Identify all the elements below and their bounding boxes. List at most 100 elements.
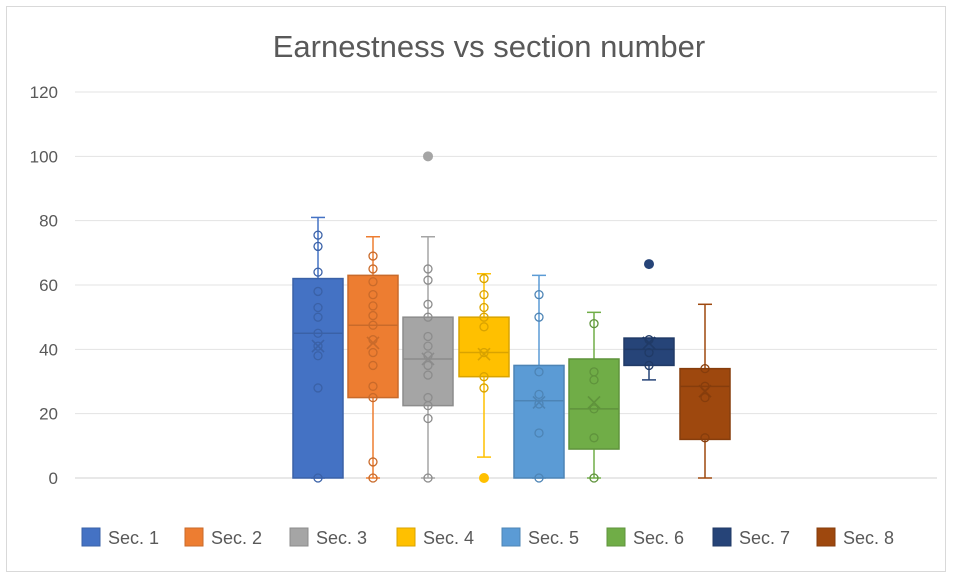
mean-marker	[311, 339, 325, 353]
data-point	[644, 360, 654, 371]
data-point	[589, 318, 599, 329]
box-sec-8	[679, 303, 731, 479]
data-point	[313, 328, 323, 338]
data-point	[589, 404, 599, 414]
outlier-point	[423, 151, 433, 162]
legend-swatch	[81, 527, 101, 547]
chart-frame: Earnestness vs section number 0 20 40 60 80 1…	[6, 6, 946, 572]
data-point	[313, 302, 323, 313]
data-point	[479, 322, 489, 332]
outlier-point	[479, 473, 489, 483]
box-sec-2	[347, 236, 399, 483]
data-point	[313, 286, 323, 297]
legend-item: Sec. 2	[184, 527, 262, 548]
legend-item: Sec. 3	[289, 527, 367, 548]
legend-swatch	[712, 527, 732, 547]
legend-label: Sec. 8	[843, 528, 894, 548]
legend-item: Sec. 5	[501, 527, 579, 548]
data-point	[479, 383, 489, 393]
data-point	[479, 302, 489, 313]
mean-marker	[587, 395, 601, 409]
box-sec-4	[458, 272, 510, 483]
data-point	[313, 341, 323, 351]
gridlines	[75, 91, 937, 479]
data-point	[479, 372, 489, 382]
legend: Sec. 1 Sec. 2 Sec. 3 Sec. 4 Sec. 5 Sec. 6 Sec.…	[81, 527, 894, 548]
boxes	[292, 151, 731, 483]
data-point	[423, 312, 433, 322]
legend-item: Sec. 4	[396, 527, 474, 548]
data-point	[534, 289, 544, 300]
mean-marker	[421, 352, 435, 366]
data-point	[313, 312, 323, 322]
box-sec-3	[402, 151, 454, 483]
box-iqr	[458, 316, 510, 378]
data-point	[423, 331, 433, 342]
data-point	[534, 473, 544, 483]
data-point	[700, 363, 710, 374]
data-point	[313, 383, 323, 393]
data-point	[368, 381, 378, 391]
data-point	[479, 273, 489, 284]
data-point	[368, 251, 378, 261]
data-point	[368, 264, 378, 274]
box-iqr	[568, 358, 620, 450]
data-point	[534, 367, 544, 377]
data-point	[368, 310, 378, 321]
legend-item: Sec. 8	[816, 527, 894, 548]
y-axis-tick-labels: 0 20 40 60 80 100 120	[30, 83, 58, 488]
data-point	[423, 275, 433, 285]
data-point	[534, 399, 544, 409]
legend-item: Sec. 6	[606, 527, 684, 548]
data-point	[589, 473, 599, 483]
box-iqr	[513, 364, 565, 479]
data-point	[423, 473, 433, 483]
box-sec-6	[568, 311, 620, 483]
data-point	[589, 367, 599, 377]
data-point	[423, 370, 433, 380]
legend-swatch	[396, 527, 416, 547]
box-sec-1	[292, 216, 344, 483]
legend-swatch	[816, 527, 836, 547]
legend-label: Sec. 5	[528, 528, 579, 548]
legend-swatch	[501, 527, 521, 547]
data-point	[423, 413, 433, 424]
mean-marker	[532, 395, 546, 409]
box-iqr	[292, 277, 344, 479]
data-point	[368, 320, 378, 330]
box-sec-7	[623, 259, 675, 381]
data-point	[368, 360, 378, 371]
y-tick-label: 20	[39, 405, 58, 424]
data-point	[534, 389, 544, 400]
data-point	[534, 428, 544, 438]
box-iqr	[347, 274, 399, 399]
mean-marker	[366, 336, 380, 350]
legend-label: Sec. 1	[108, 528, 159, 548]
chart-title: Earnestness vs section number	[273, 29, 706, 64]
data-point	[368, 347, 378, 358]
legend-label: Sec. 4	[423, 528, 474, 548]
legend-label: Sec. 2	[211, 528, 262, 548]
legend-item: Sec. 1	[81, 527, 159, 548]
outlier-point	[644, 259, 654, 270]
y-tick-label: 80	[39, 212, 58, 231]
data-point	[534, 312, 544, 322]
data-point	[700, 433, 710, 443]
data-point	[423, 341, 433, 351]
data-point	[313, 351, 323, 361]
data-point	[368, 457, 378, 467]
legend-swatch	[184, 527, 204, 547]
y-tick-label: 40	[39, 340, 58, 359]
box-iqr	[679, 367, 731, 441]
legend-label: Sec. 6	[633, 528, 684, 548]
mean-marker	[477, 347, 491, 361]
data-point	[423, 392, 433, 403]
legend-item: Sec. 7	[712, 527, 790, 548]
data-point	[368, 277, 378, 287]
data-point	[423, 264, 433, 274]
data-point	[479, 347, 489, 358]
data-point	[479, 289, 489, 300]
data-point	[644, 347, 654, 358]
data-point	[368, 392, 378, 403]
data-point	[368, 473, 378, 483]
